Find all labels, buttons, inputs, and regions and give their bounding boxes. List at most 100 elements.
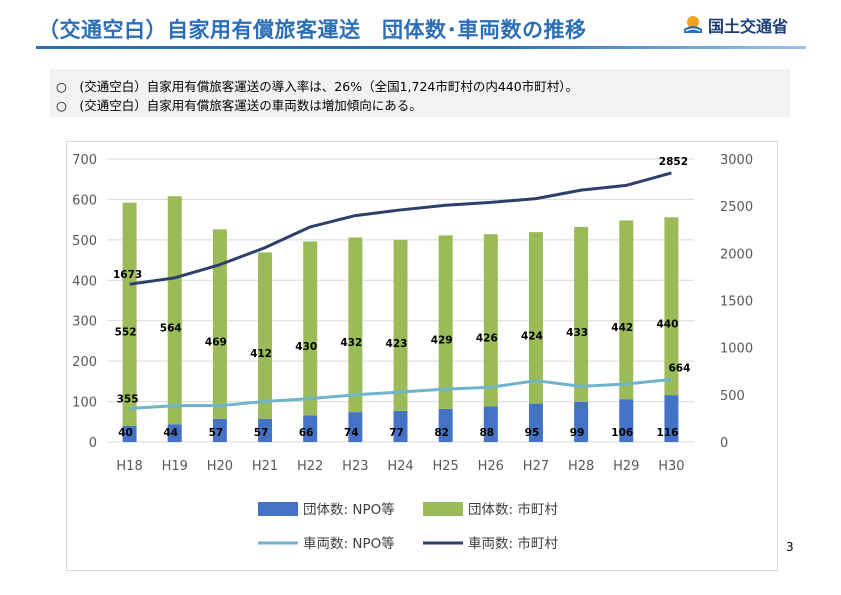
bar-npo-label: 57 [254,427,269,439]
bar-npo [438,408,453,442]
bar-municipality-label: 426 [476,333,498,345]
legend-label: 車両数: NPO等 [303,535,395,552]
x-tick-label: H22 [297,459,323,474]
x-tick-label: H21 [252,459,278,474]
bar-municipality [212,229,227,419]
note-adoption-rate: ○ (交通空白）自家用有償旅客運送の導入率は、26%（全国1,724市町村の内4… [56,79,578,94]
bar-municipality [619,220,634,400]
y-left-tick-label: 100 [72,396,97,411]
bar-npo [393,410,408,442]
bar-npo-label: 95 [525,427,540,439]
bar-municipality-label: 442 [611,322,633,334]
y-left-tick-label: 600 [72,193,97,208]
y-right-tick-label: 1500 [720,295,753,310]
ministry-name: 国土交通省 [708,17,789,36]
y-right-tick-label: 2500 [720,200,753,215]
bar-municipality [258,252,273,419]
bar-npo-label: 106 [611,427,633,439]
mlit-logo-icon [684,16,702,33]
bar-npo [528,403,543,442]
y-left-tick-label: 0 [89,436,97,451]
bar-npo [483,406,498,442]
bar-municipality [348,237,363,413]
y-right-tick-label: 3000 [720,153,753,168]
y-left-tick-label: 300 [72,315,97,330]
bar-municipality-label: 423 [386,338,408,350]
notes-box: ○ (交通空白）自家用有償旅客運送の導入率は、26%（全国1,724市町村の内4… [50,69,790,117]
legend-swatch [423,502,463,516]
page-title: （交通空白）自家用有償旅客運送 団体数･車両数の推移 [38,18,587,42]
x-tick-label: H18 [116,459,142,474]
x-tick-label: H27 [523,459,549,474]
bar-npo-label: 99 [570,427,585,439]
bar-npo-label: 40 [118,427,133,439]
x-tick-label: H30 [658,459,684,474]
x-tick-label: H26 [478,459,504,474]
legend-label: 車両数: 市町村 [468,535,558,552]
bar-municipality [528,232,543,404]
bar-npo-label: 44 [163,427,178,439]
y-right-tick-label: 500 [720,389,745,404]
x-tick-label: H28 [568,459,594,474]
y-right-tick-label: 1000 [720,342,753,357]
line-npo-last-label: 664 [668,362,690,374]
bar-municipality-label: 469 [205,337,227,349]
bar-municipality [664,217,679,396]
x-tick-label: H29 [613,459,639,474]
legend-label: 団体数: 市町村 [468,501,558,518]
bar-npo [122,425,137,442]
bar-npo [664,395,679,442]
bar-municipality-label: 430 [295,341,317,353]
bar-npo [619,399,634,442]
bar-npo-label: 57 [209,427,224,439]
y-left-tick-label: 500 [72,234,97,249]
bar-municipality-label: 552 [115,327,137,339]
combo-chart: 40 552 44 564 57 469 57 412 66 430 74 432 77 423 82 429… [72,153,753,552]
line-municipality-vehicles [129,171,672,286]
bar-municipality [303,241,318,416]
bar-npo-label: 116 [656,427,678,439]
bar-npo-label: 77 [389,427,404,439]
bar-municipality [483,234,498,407]
line-municipality-first-label: 1673 [113,269,142,281]
bar-npo [348,412,363,442]
title-underline [36,46,806,49]
x-tick-label: H24 [387,459,413,474]
bar-npo [258,418,273,442]
bar-municipality [574,226,589,402]
bar-municipality-label: 564 [160,323,182,335]
bar-municipality [393,239,408,411]
line-npo-first-label: 355 [117,394,139,406]
bar-municipality-label: 424 [521,330,543,342]
bar-npo-label: 82 [434,427,449,439]
ministry-logo: 国土交通省 [683,13,788,37]
line-npo-vehicles [129,377,672,411]
note-vehicle-trend: ○ (交通空白）自家用有償旅客運送の車両数は増加傾向にある。 [56,98,422,113]
bar-municipality-label: 433 [566,327,588,339]
bar-npo-label: 74 [344,427,359,439]
line-municipality-last-label: 2852 [659,156,688,168]
bar-npo [167,424,182,442]
bar-municipality-label: 429 [431,335,453,347]
x-tick-label: H19 [162,459,188,474]
bar-municipality [167,196,182,425]
y-left-tick-label: 200 [72,355,97,370]
legend-label: 団体数: NPO等 [303,501,395,518]
x-tick-label: H25 [432,459,458,474]
bar-municipality-label: 412 [250,348,272,360]
bar-npo [212,418,227,442]
bar-npo-label: 66 [299,427,314,439]
legend-swatch [258,502,298,516]
bar-municipality [122,202,137,426]
bar-npo [574,401,589,442]
y-right-tick-label: 0 [720,436,728,451]
bar-municipality-label: 440 [656,319,678,331]
bar-npo [303,415,318,442]
y-left-tick-label: 700 [72,153,97,168]
y-left-tick-label: 400 [72,274,97,289]
chart-frame: 40 552 44 564 57 469 57 412 66 430 74 432 77 423 82 429… [66,141,778,571]
bar-municipality [438,235,453,409]
x-tick-label: H20 [207,459,233,474]
x-tick-label: H23 [342,459,368,474]
y-right-tick-label: 2000 [720,247,753,262]
